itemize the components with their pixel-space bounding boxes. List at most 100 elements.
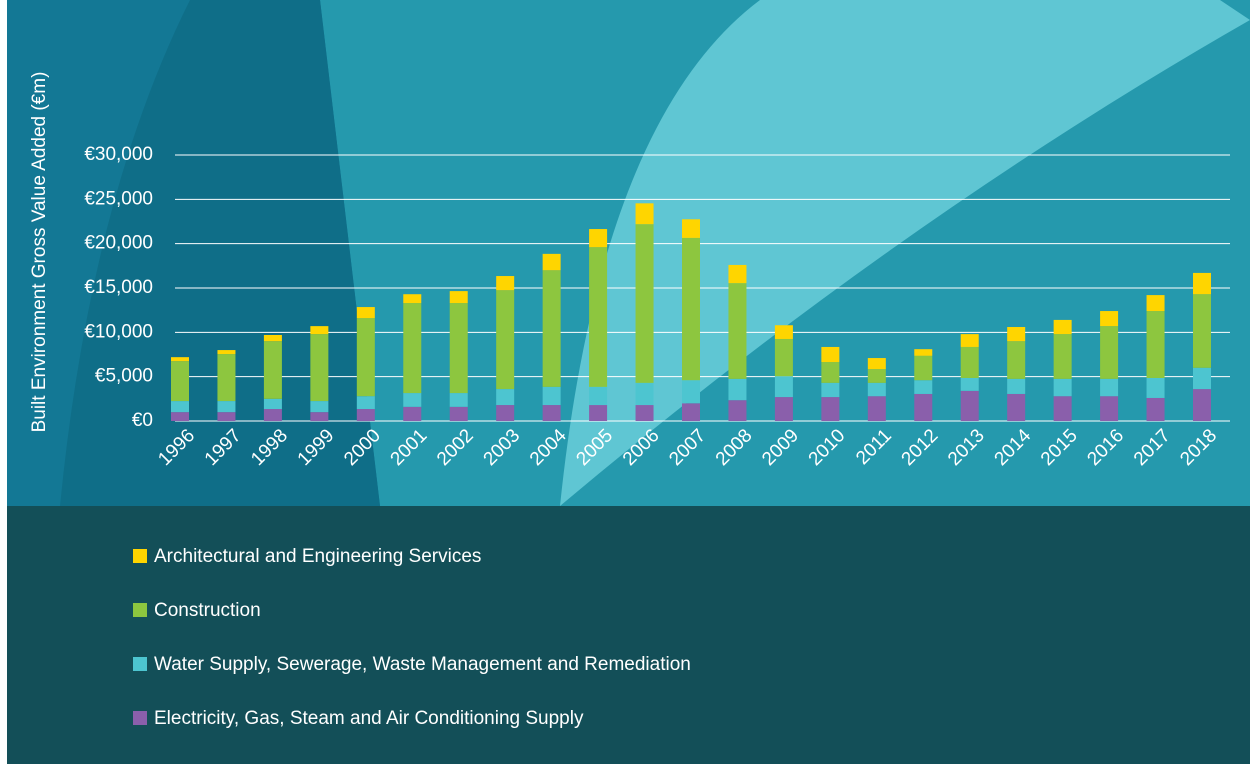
bar-segment (356, 307, 375, 319)
bar-segment (867, 396, 886, 421)
bar-segment (1100, 396, 1119, 421)
bar-segment (1007, 378, 1026, 394)
bar-segment (217, 412, 236, 421)
bar-segment (867, 369, 886, 383)
bar-segment (1146, 377, 1165, 398)
legend-swatch (133, 603, 147, 617)
bar-segment (589, 229, 608, 248)
bar-segment (542, 270, 561, 387)
bar-segment (356, 409, 375, 421)
bar-segment (310, 401, 329, 413)
bar-segment (1053, 319, 1072, 335)
bar-segment (728, 378, 747, 401)
bar-segment (589, 247, 608, 387)
bar-segment (542, 386, 561, 406)
legend-background (7, 506, 1250, 764)
bar-segment (356, 396, 375, 410)
bar-segment (496, 276, 515, 291)
bar-segment (263, 341, 282, 399)
bar-segment (542, 253, 561, 271)
bar-segment (1053, 378, 1072, 397)
bar-segment (1193, 367, 1211, 390)
bar-segment (589, 405, 608, 421)
bar-segment (449, 303, 468, 394)
bar-segment (263, 409, 282, 421)
bar-segment (403, 294, 422, 304)
bar-segment (171, 357, 189, 362)
bar-segment (496, 290, 515, 390)
y-tick-label: €20,000 (84, 233, 153, 254)
bar-segment (914, 355, 933, 381)
bar-segment (1146, 295, 1165, 312)
bar-segment (774, 338, 793, 377)
bar-segment (682, 219, 700, 238)
bar-segment (171, 361, 189, 402)
legend-label: Construction (154, 600, 261, 621)
bar-segment (449, 406, 468, 421)
bar-segment (310, 326, 329, 335)
bar-segment (1193, 272, 1211, 295)
bar-segment (682, 237, 700, 381)
bar-segment (1007, 341, 1026, 379)
bar-segment (914, 349, 933, 356)
bar-segment (1146, 311, 1165, 378)
y-tick-label: €0 (132, 410, 153, 431)
bar-segment (682, 380, 700, 404)
bar-segment (960, 377, 979, 391)
bar-segment (728, 400, 747, 421)
bar-segment (1100, 326, 1119, 379)
bar-segment (171, 412, 189, 421)
bar-segment (217, 350, 236, 355)
bar-segment (171, 401, 189, 413)
bar-segment (217, 401, 236, 413)
bar-segment (217, 354, 236, 402)
bar-segment (821, 346, 840, 363)
y-tick-label: €15,000 (84, 277, 153, 298)
bar-segment (821, 362, 840, 383)
bar-segment (449, 393, 468, 407)
bar-segment (403, 303, 422, 394)
decor-shape (560, 0, 1250, 506)
bar-segment (589, 386, 608, 406)
legend-label: Water Supply, Sewerage, Waste Management… (154, 654, 691, 675)
bar-segment (1053, 334, 1072, 379)
bar-segment (960, 346, 979, 378)
bar-segment (914, 380, 933, 394)
bar-segment (356, 318, 375, 397)
legend-swatch (133, 549, 147, 563)
bar-segment (403, 393, 422, 407)
y-tick-label: €25,000 (84, 188, 153, 209)
legend-swatch (133, 711, 147, 725)
bar-segment (682, 403, 700, 421)
bar-segment (403, 406, 422, 421)
bar-segment (1007, 393, 1026, 421)
y-tick-label: €10,000 (84, 321, 153, 342)
legend-label: Architectural and Engineering Services (154, 546, 481, 567)
legend-swatch (133, 657, 147, 671)
bar-segment (496, 405, 515, 421)
bar-segment (1053, 396, 1072, 421)
bar-segment (774, 325, 793, 339)
decor-shape (60, 0, 380, 506)
bar-segment (542, 405, 561, 421)
bar-segment (1193, 294, 1211, 368)
bar-segment (263, 334, 282, 342)
bar-segment (1100, 311, 1119, 327)
bar-segment (1146, 397, 1165, 421)
bar-segment (960, 334, 979, 347)
bar-segment (635, 405, 654, 421)
bar-segment (728, 264, 747, 284)
bar-segment (263, 398, 282, 410)
bar-segment (867, 358, 886, 370)
bar-segment (310, 334, 329, 402)
bar-segment (1007, 327, 1026, 342)
bar-segment (635, 382, 654, 406)
decor-shape (1220, 0, 1250, 20)
bar-segment (867, 382, 886, 397)
bar-segment (635, 224, 654, 383)
bar-segment (1100, 378, 1119, 397)
legend-label: Electricity, Gas, Steam and Air Conditio… (154, 708, 584, 729)
y-axis-label: Built Environment Gross Value Added (€m) (29, 72, 50, 433)
bar-segment (821, 382, 840, 398)
